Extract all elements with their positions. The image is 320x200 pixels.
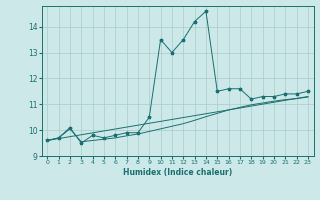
X-axis label: Humidex (Indice chaleur): Humidex (Indice chaleur) (123, 168, 232, 177)
